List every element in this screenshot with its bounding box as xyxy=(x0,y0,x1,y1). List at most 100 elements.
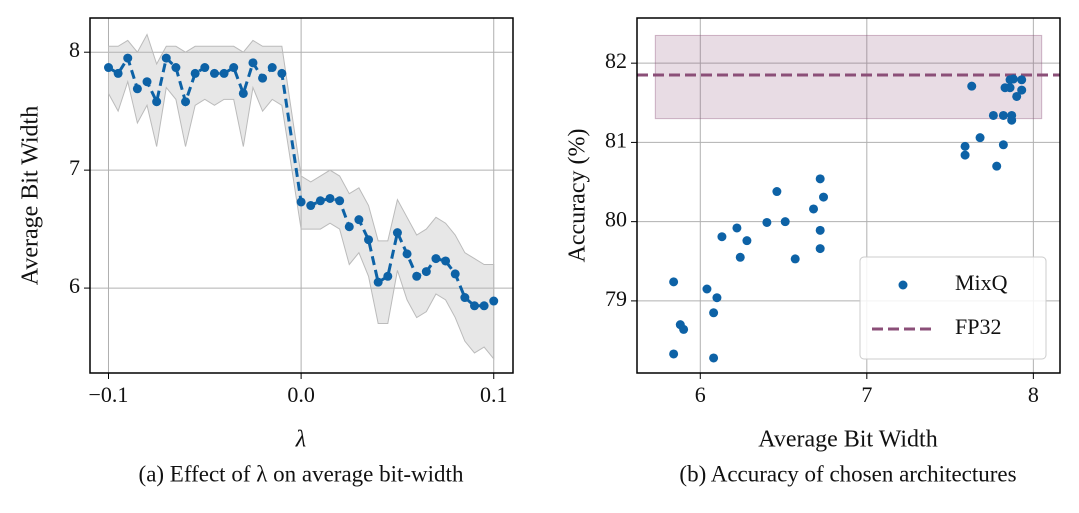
point xyxy=(998,140,1008,150)
point xyxy=(450,269,460,279)
x-axis-label: Average Bit Width xyxy=(758,427,937,453)
point xyxy=(992,161,1002,171)
point xyxy=(960,141,970,151)
point xyxy=(277,68,287,78)
point xyxy=(815,174,825,184)
point xyxy=(171,63,181,73)
point xyxy=(325,193,335,203)
point xyxy=(238,88,248,98)
point xyxy=(469,301,479,311)
point xyxy=(479,301,489,311)
point xyxy=(815,225,825,235)
x-tick-label: 8 xyxy=(1028,382,1039,407)
reference-band xyxy=(654,34,1043,120)
point xyxy=(1007,115,1017,125)
point xyxy=(296,197,306,207)
y-tick-label: 8 xyxy=(69,37,80,62)
point xyxy=(742,236,752,246)
point xyxy=(315,196,325,206)
point xyxy=(152,97,162,107)
plot-frame xyxy=(89,17,514,374)
point xyxy=(142,77,152,87)
point xyxy=(229,63,239,73)
point xyxy=(489,296,499,306)
y-tick-label: 82 xyxy=(605,48,627,73)
point xyxy=(209,68,219,78)
point xyxy=(712,293,722,303)
legend-label: MixQ xyxy=(955,270,1008,295)
plot-frame xyxy=(636,17,1061,374)
y-tick-label: 80 xyxy=(605,207,627,232)
x-tick-label: 0.0 xyxy=(287,382,315,407)
point xyxy=(717,232,727,242)
point xyxy=(1017,75,1027,85)
line xyxy=(107,54,495,308)
caption: (a) Effect of λ on average bit-width xyxy=(139,461,464,486)
point xyxy=(412,271,422,281)
point xyxy=(402,249,412,259)
point xyxy=(103,63,113,73)
point xyxy=(258,73,268,83)
x-tick-label: 7 xyxy=(861,382,872,407)
point xyxy=(344,222,354,232)
point xyxy=(306,201,316,211)
x-tick-label: −0.1 xyxy=(89,382,129,407)
point xyxy=(248,58,258,68)
y-axis-label: Accuracy (%) xyxy=(565,129,591,263)
point xyxy=(998,110,1008,120)
caption: (b) Accuracy of chosen architectures xyxy=(679,461,1016,486)
point xyxy=(132,84,142,94)
point xyxy=(762,217,772,227)
x-tick-label: 6 xyxy=(695,382,706,407)
point xyxy=(735,252,745,262)
point xyxy=(809,204,819,214)
point xyxy=(421,267,431,277)
point xyxy=(1005,75,1015,85)
legend-label: FP32 xyxy=(955,314,1001,339)
point xyxy=(815,244,825,254)
point xyxy=(669,277,679,287)
point xyxy=(1017,85,1027,95)
point xyxy=(960,150,970,160)
point xyxy=(702,284,712,294)
x-axis-label: λ xyxy=(295,427,306,453)
x-tick-label: 0.1 xyxy=(480,382,508,407)
point xyxy=(219,68,229,78)
point xyxy=(354,215,364,225)
point xyxy=(732,223,742,233)
point xyxy=(383,271,393,281)
point xyxy=(988,110,998,120)
point xyxy=(392,228,402,238)
legend-marker xyxy=(898,280,908,290)
point xyxy=(161,53,171,63)
point xyxy=(373,277,383,287)
point xyxy=(780,217,790,227)
point xyxy=(790,254,800,264)
point xyxy=(431,254,441,264)
y-tick-label: 79 xyxy=(605,286,627,311)
point xyxy=(679,324,689,334)
point xyxy=(364,235,374,245)
point xyxy=(113,68,123,78)
y-tick-label: 6 xyxy=(69,273,80,298)
point xyxy=(460,293,470,303)
point xyxy=(441,256,451,266)
point xyxy=(709,308,719,318)
point xyxy=(669,349,679,359)
point xyxy=(123,53,133,63)
y-tick-label: 81 xyxy=(605,127,627,152)
point xyxy=(190,68,200,78)
point xyxy=(1005,83,1015,93)
point xyxy=(709,353,719,363)
y-tick-label: 7 xyxy=(69,155,80,180)
point xyxy=(967,81,977,91)
point xyxy=(1012,91,1022,101)
legend-box xyxy=(859,256,1047,360)
point xyxy=(819,192,829,202)
point xyxy=(181,97,191,107)
point xyxy=(975,133,985,143)
point xyxy=(267,63,277,73)
point xyxy=(772,187,782,197)
point xyxy=(335,196,345,206)
